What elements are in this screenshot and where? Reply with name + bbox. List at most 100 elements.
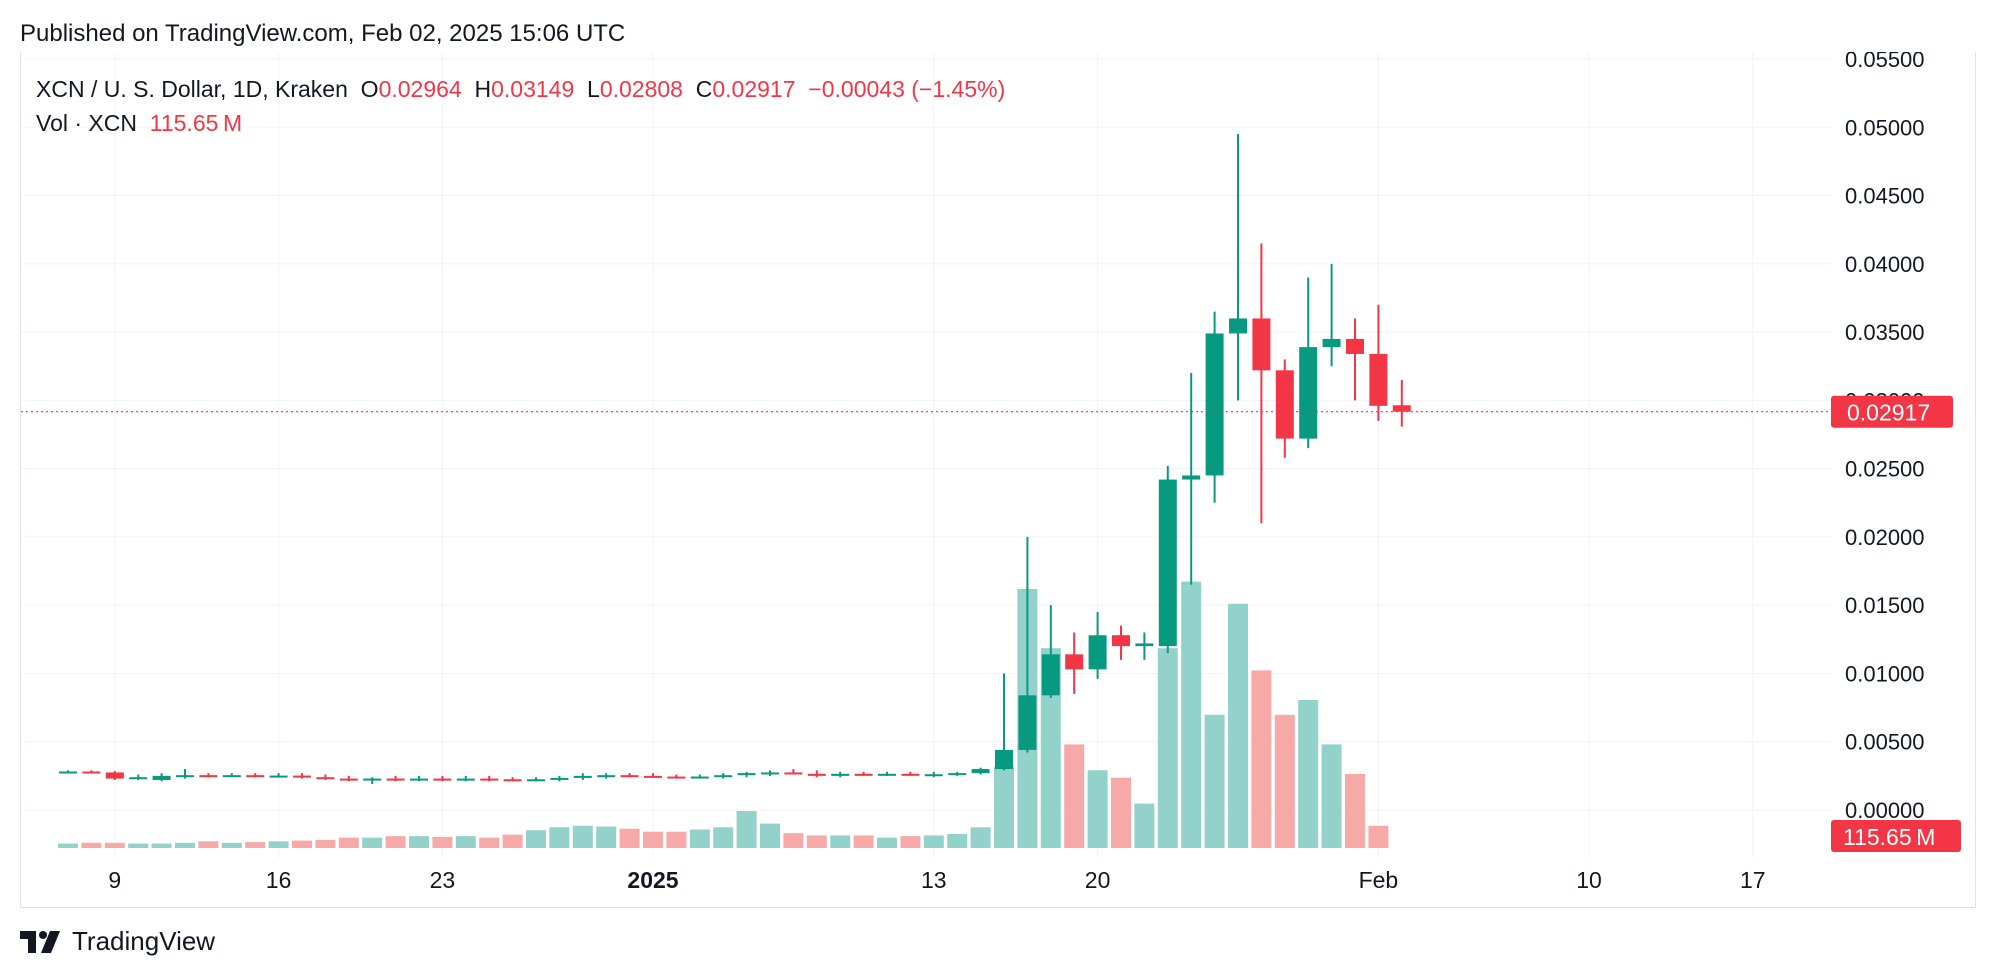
candle-body bbox=[878, 773, 896, 776]
x-axis-tick-label: 23 bbox=[430, 867, 456, 893]
y-axis-tick-label: 0.01500 bbox=[1845, 593, 1925, 618]
volume-bar bbox=[81, 842, 102, 848]
published-caption: Published on TradingView.com, Feb 02, 20… bbox=[20, 20, 626, 47]
volume-bar bbox=[572, 825, 593, 848]
candle-body bbox=[222, 775, 241, 778]
candle-body bbox=[293, 775, 311, 778]
candle-body bbox=[550, 777, 569, 780]
volume-bar bbox=[385, 836, 406, 848]
low-value: 0.02808 bbox=[599, 76, 683, 102]
volume-bar bbox=[1111, 777, 1131, 848]
candle-body bbox=[1299, 347, 1318, 439]
volume-bar bbox=[619, 828, 640, 848]
candle-body bbox=[269, 775, 288, 778]
volume-value: 115.65 M bbox=[149, 110, 243, 136]
x-axis-tick-label: 16 bbox=[266, 867, 292, 893]
symbol-label[interactable]: XCN / U. S. Dollar, 1D, Kraken bbox=[36, 76, 348, 102]
candle-body bbox=[316, 777, 335, 780]
candle-body bbox=[667, 776, 686, 779]
volume-bar bbox=[104, 842, 125, 848]
candle-body bbox=[831, 773, 850, 776]
volume-bar bbox=[432, 836, 453, 848]
candle-body bbox=[784, 772, 803, 775]
volume-bar bbox=[1040, 648, 1061, 848]
change-value: −0.00043 (−1.45%) bbox=[808, 76, 1006, 102]
tradingview-logo-icon[interactable] bbox=[20, 929, 64, 955]
candle-body bbox=[1065, 654, 1084, 670]
volume-bar bbox=[1064, 744, 1085, 848]
volume-bar bbox=[1157, 648, 1178, 848]
y-axis-tick-label: 0.02500 bbox=[1845, 457, 1925, 482]
candle-body bbox=[644, 775, 662, 778]
open-label: O bbox=[360, 76, 379, 102]
y-axis-tick-label: 0.01000 bbox=[1845, 661, 1925, 686]
volume-bar bbox=[643, 831, 663, 848]
volume-bar bbox=[1134, 803, 1155, 848]
y-axis-tick-label: 0.04500 bbox=[1845, 184, 1925, 209]
y-axis-tick-label: 0.05500 bbox=[1845, 52, 1925, 72]
volume-bar bbox=[175, 842, 195, 848]
y-axis-tick-label: 0.03500 bbox=[1845, 320, 1925, 345]
footer: TradingView bbox=[20, 926, 215, 957]
y-axis-tick-label: 0.05000 bbox=[1845, 115, 1925, 140]
last-volume-label: 115.65 M bbox=[1843, 824, 1935, 850]
high-value: 0.03149 bbox=[491, 76, 575, 102]
volume-bar bbox=[596, 826, 617, 848]
volume-bar bbox=[1087, 770, 1108, 848]
volume-bar bbox=[666, 831, 687, 848]
close-label: C bbox=[695, 76, 713, 102]
volume-label[interactable]: Vol · XCN bbox=[36, 110, 137, 136]
candle-body bbox=[105, 772, 124, 779]
volume-bar bbox=[1321, 744, 1342, 848]
candle-body bbox=[1322, 338, 1341, 348]
volume-bar bbox=[1298, 700, 1319, 848]
x-axis-tick-label: 13 bbox=[921, 867, 947, 893]
volume-bar bbox=[970, 827, 991, 848]
candle-body bbox=[503, 779, 522, 782]
volume-bar bbox=[409, 836, 429, 848]
candle-body bbox=[1018, 695, 1037, 750]
volume-bar bbox=[1228, 603, 1248, 848]
y-axis-tick-label: 0.00500 bbox=[1845, 730, 1925, 755]
y-axis-tick-label: 0.00000 bbox=[1845, 798, 1925, 823]
x-axis-tick-label: 20 bbox=[1085, 867, 1111, 893]
candle-body bbox=[948, 773, 967, 776]
candle-body bbox=[386, 778, 405, 781]
volume-bar bbox=[502, 834, 523, 848]
candle-body bbox=[433, 778, 452, 781]
candle-body bbox=[971, 769, 990, 774]
last-volume-badge bbox=[1831, 820, 1961, 852]
candle-body bbox=[597, 775, 616, 778]
open-value: 0.02964 bbox=[378, 76, 462, 102]
candle-body bbox=[527, 779, 545, 782]
volume-bar bbox=[1368, 825, 1389, 848]
volume-bar bbox=[1274, 714, 1295, 848]
volume-bar bbox=[877, 837, 897, 848]
candle-body bbox=[901, 773, 920, 776]
candle-body bbox=[410, 778, 428, 781]
candle-body bbox=[1205, 333, 1224, 476]
candlestick-chart[interactable]: 0.00000 0.00500 0.01000 0.01500 0.02000 0.025… bbox=[21, 52, 1977, 908]
candle-body bbox=[59, 771, 77, 774]
candle-body bbox=[1158, 479, 1177, 647]
candle-body bbox=[1392, 405, 1411, 412]
volume-bar bbox=[221, 842, 242, 848]
candle-body bbox=[761, 772, 779, 775]
volume-bar bbox=[1345, 774, 1365, 848]
candle-body bbox=[1112, 635, 1130, 647]
candle-body bbox=[1182, 475, 1201, 480]
volume-bar bbox=[689, 829, 710, 848]
last-price-label: 0.02917 bbox=[1847, 400, 1930, 426]
volume-legend: Vol · XCN 115.65 M bbox=[36, 110, 242, 137]
candle-body bbox=[854, 773, 873, 776]
volume-bar bbox=[455, 836, 476, 848]
volume-bar bbox=[315, 839, 336, 848]
candle-body bbox=[1275, 370, 1294, 439]
candle-body bbox=[620, 775, 639, 778]
candle-body bbox=[807, 773, 826, 776]
close-value: 0.02917 bbox=[712, 76, 796, 102]
volume-bar bbox=[760, 823, 780, 848]
footer-brand[interactable]: TradingView bbox=[72, 926, 216, 956]
high-label: H bbox=[474, 76, 492, 102]
x-axis-tick-label: 2025 bbox=[627, 867, 678, 893]
